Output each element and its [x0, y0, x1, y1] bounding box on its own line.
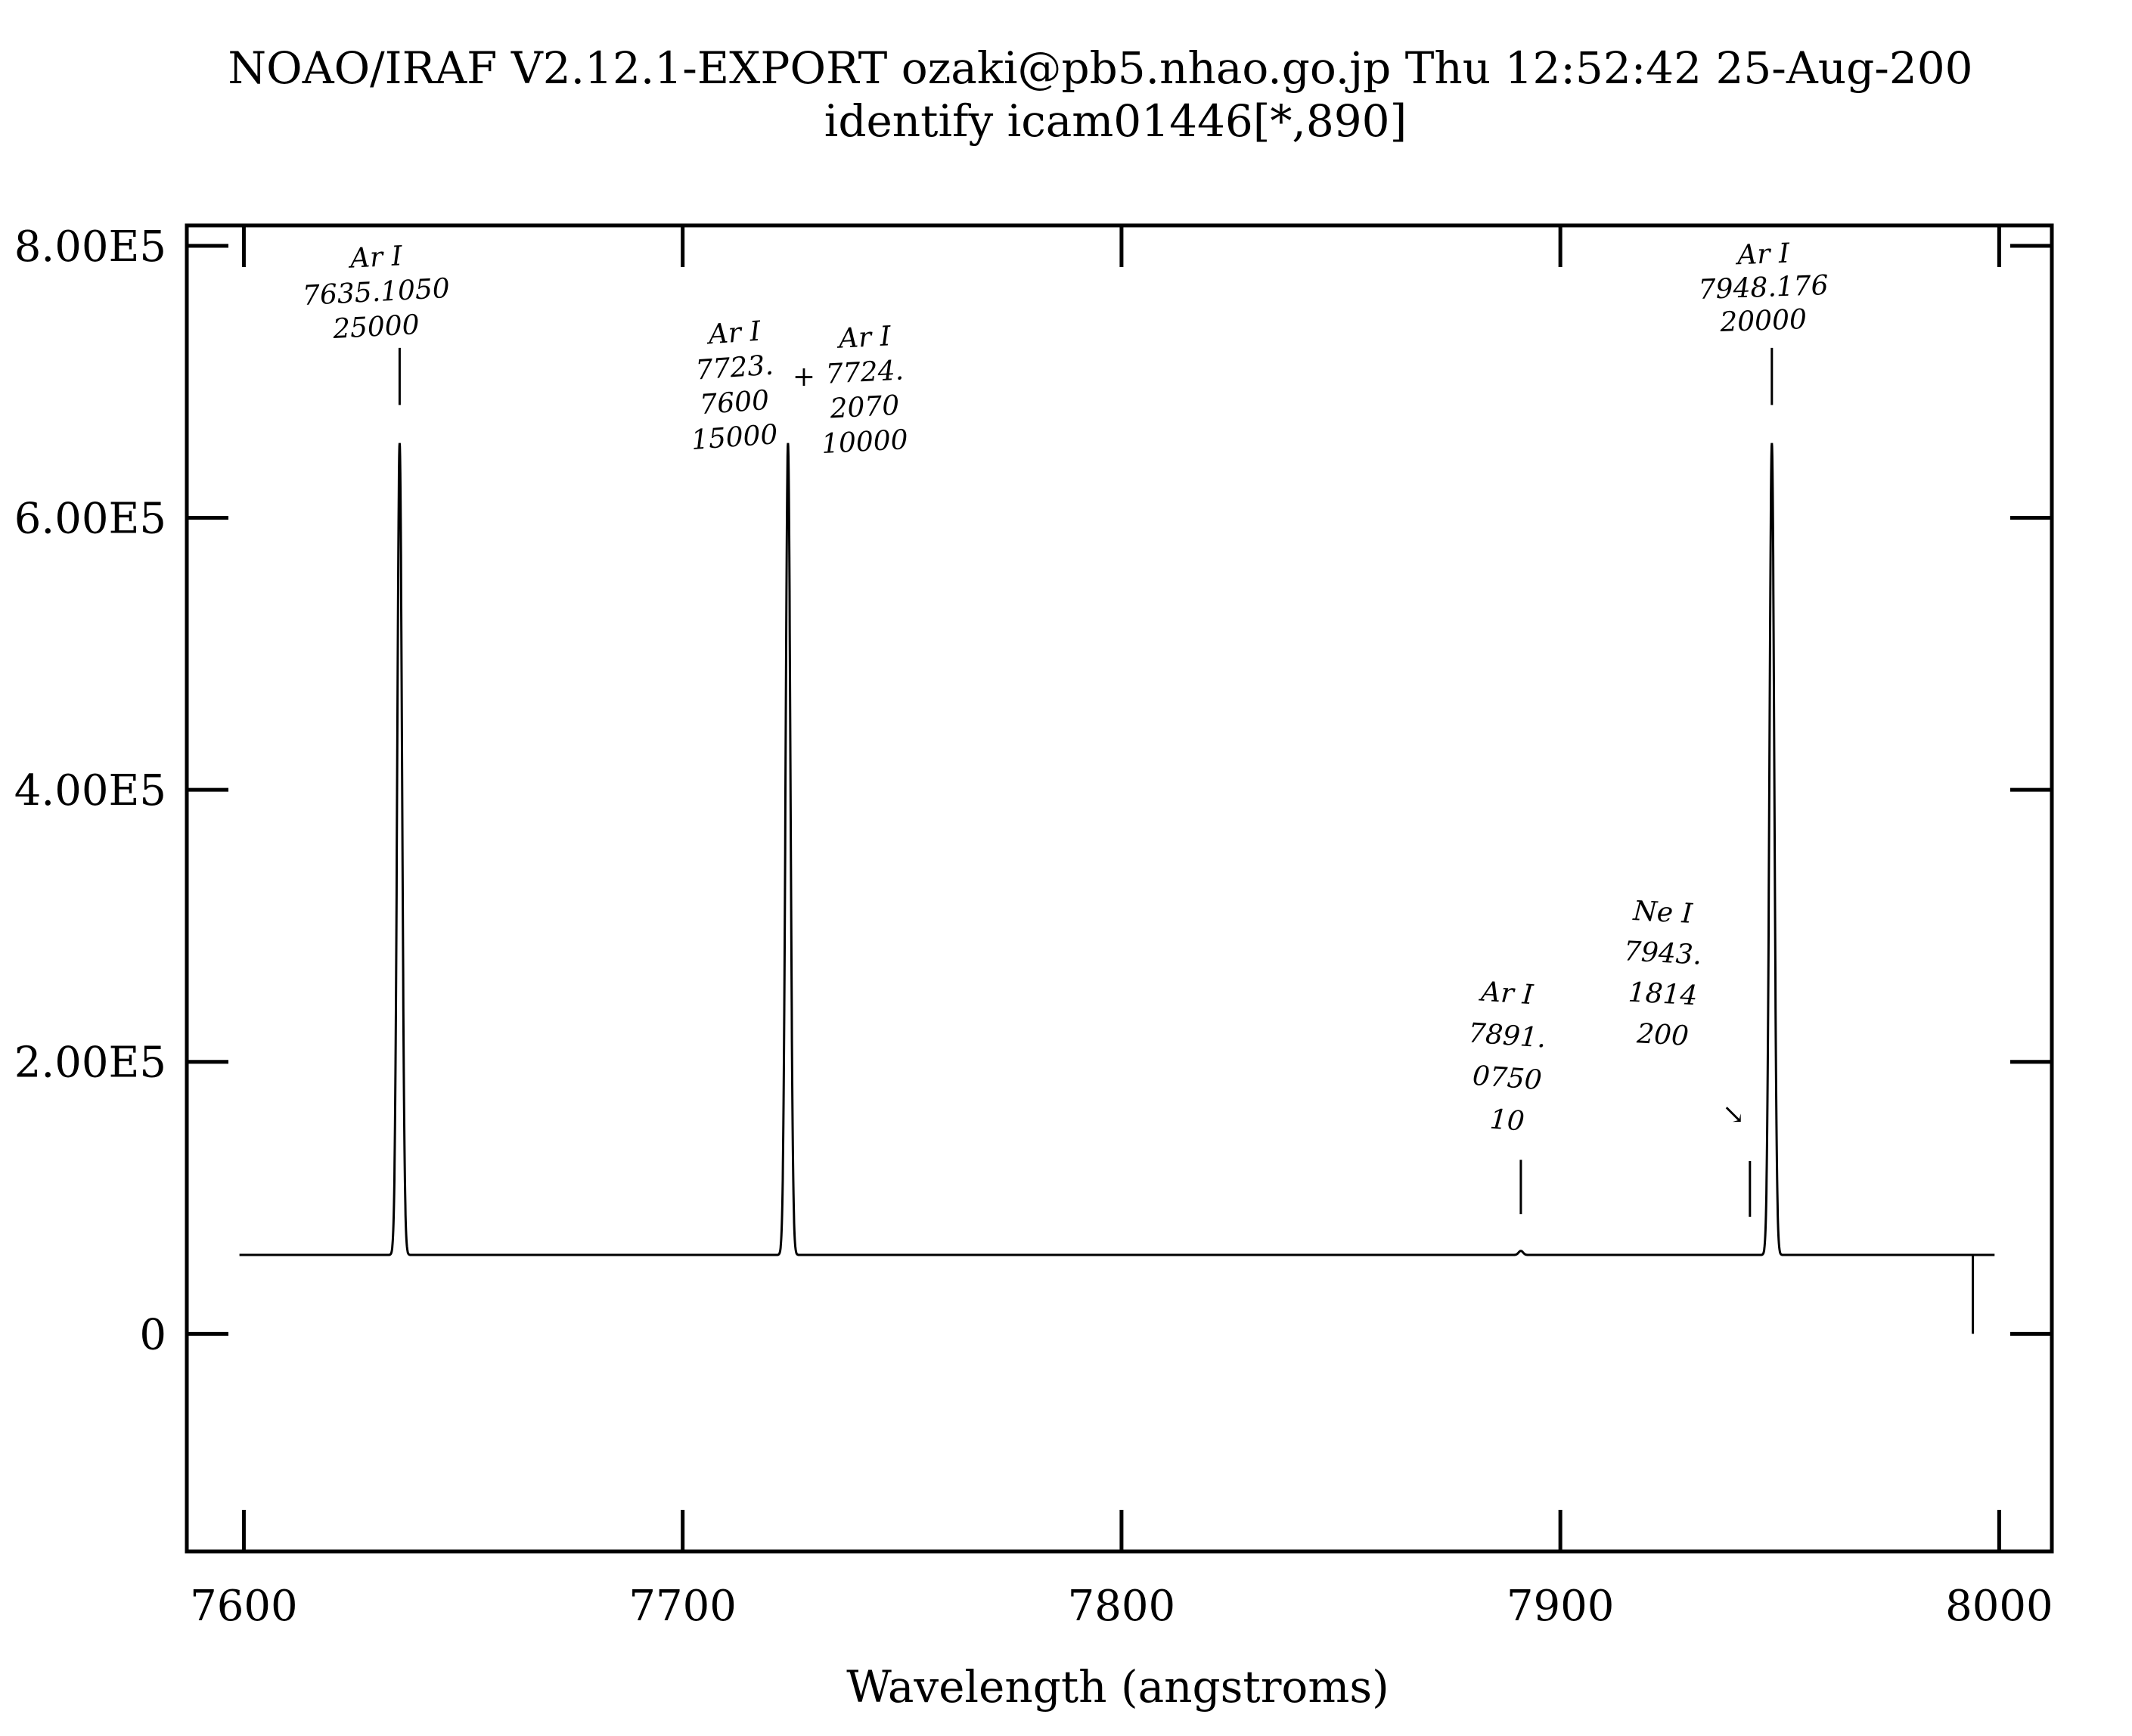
x-tick-label: 7600 — [190, 1582, 298, 1631]
annotation-line: 20000 — [1719, 304, 1808, 338]
annotation-line: 7891. — [1467, 1017, 1547, 1054]
y-tick-label: 8.00E5 — [14, 222, 166, 272]
annotation-line: 7723. — [694, 349, 774, 386]
x-tick-label: 8000 — [1945, 1582, 2053, 1631]
y-tick-label: 6.00E5 — [14, 495, 166, 544]
annotation-line: 7948.176 — [1698, 270, 1829, 306]
y-tick-label: 0 — [139, 1310, 166, 1359]
annotation-line: Ar I — [1734, 238, 1790, 272]
annotation-line: 2070 — [829, 390, 901, 425]
x-axis-label: Wavelength (angstroms) — [846, 1661, 1389, 1713]
annotation-line: 7635.1050 — [302, 273, 451, 312]
annotation-line: 10000 — [821, 424, 909, 460]
header-line-2: identify icam01446[*,890] — [824, 95, 1407, 147]
annotation-line: 1814 — [1628, 977, 1699, 1012]
x-tick-label: 7900 — [1507, 1582, 1615, 1631]
annotation-line: 7600 — [699, 385, 770, 421]
annotation-line: ↘ — [1722, 1099, 1745, 1130]
annotation-line: + — [793, 362, 815, 393]
annotation-line: 7724. — [825, 355, 905, 390]
annotation-line: 15000 — [690, 419, 779, 456]
annotation-line: 7943. — [1623, 936, 1702, 970]
annotation-line: Ar I — [347, 241, 404, 275]
y-axis: 8.00E5 6.00E5 4.00E5 2.00E5 0 — [14, 222, 2052, 1359]
annotation-line: Ar I — [705, 316, 762, 351]
x-tick-label: 7800 — [1068, 1582, 1176, 1631]
y-tick-label: 2.00E5 — [14, 1039, 166, 1088]
annotation-line: Ne I — [1631, 896, 1693, 930]
spectrum-line — [239, 443, 1995, 1334]
x-tick-label: 7700 — [628, 1582, 737, 1631]
annotation-line: 0750 — [1472, 1061, 1543, 1096]
annotation-line: 10 — [1489, 1104, 1526, 1137]
annotation-line: 200 — [1635, 1018, 1690, 1052]
x-axis: 7600 7700 7800 7900 8000 — [190, 225, 2053, 1631]
annotation-line: Ar I — [836, 321, 892, 355]
line-id-markers — [398, 347, 1774, 1217]
header-line-1: NOAO/IRAF V2.12.1-EXPORT ozaki@pb5.nhao.… — [228, 42, 1972, 94]
plot-frame — [185, 223, 2054, 1554]
annotation-line: 25000 — [331, 309, 421, 345]
y-tick-label: 4.00E5 — [14, 766, 166, 815]
annotation-line: Ar I — [1478, 976, 1535, 1011]
